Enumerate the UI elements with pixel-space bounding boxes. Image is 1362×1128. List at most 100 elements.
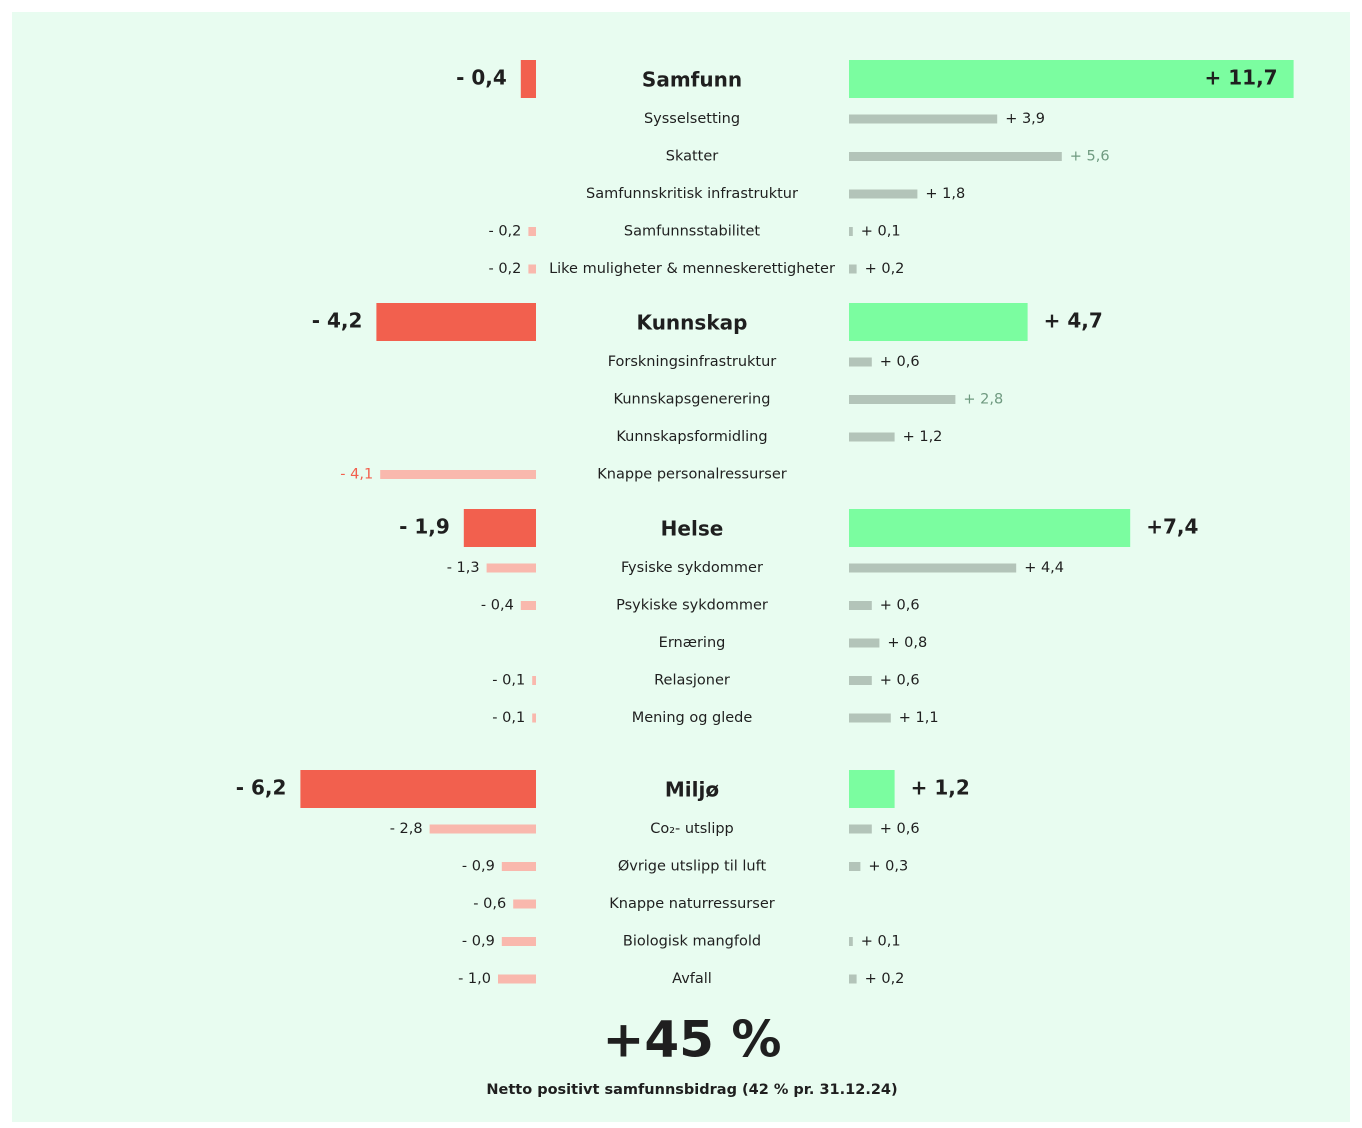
negative-label: - 0,9 — [462, 934, 495, 950]
negative-bar — [300, 770, 536, 808]
negative-label: - 1,0 — [458, 971, 491, 987]
negative-label: - 0,1 — [492, 710, 525, 726]
negative-bar — [486, 563, 536, 573]
positive-bar — [849, 638, 880, 648]
negative-label: - 1,9 — [399, 515, 450, 539]
item-label: Øvrige utslipp til luft — [618, 859, 767, 875]
item-label: Mening og glede — [632, 710, 753, 726]
negative-label: - 0,2 — [488, 224, 521, 240]
positive-bar — [849, 937, 853, 946]
positive-label: + 2,8 — [963, 392, 1003, 408]
group-label: Samfunn — [642, 68, 742, 92]
negative-label: - 0,6 — [473, 896, 506, 912]
positive-bar — [849, 264, 857, 274]
negative-bar — [520, 601, 536, 610]
item-label: Skatter — [666, 149, 719, 165]
positive-bar — [849, 770, 895, 808]
negative-label: - 0,4 — [456, 66, 507, 90]
item-label: Avfall — [672, 971, 712, 987]
item-label: Knappe personalressurser — [597, 467, 786, 483]
item-label: Knappe naturressurser — [609, 896, 774, 912]
positive-label: + 0,3 — [868, 859, 908, 875]
negative-label: - 0,1 — [492, 673, 525, 689]
item-label: Relasjoner — [654, 673, 730, 689]
positive-label: + 1,2 — [911, 776, 970, 800]
negative-label: - 4,2 — [312, 309, 363, 333]
positive-label: + 0,8 — [887, 635, 927, 651]
positive-label: + 0,1 — [861, 224, 901, 240]
positive-bar — [849, 676, 872, 685]
positive-label: + 1,8 — [925, 186, 965, 202]
positive-label: + 0,6 — [880, 821, 920, 837]
negative-bar — [528, 264, 536, 274]
negative-bar — [429, 824, 536, 834]
positive-label: + 0,6 — [880, 354, 920, 370]
positive-label: + 0,1 — [861, 934, 901, 950]
item-label: Kunnskapsgenerering — [614, 392, 771, 408]
negative-bar — [463, 509, 536, 547]
positive-bar — [849, 114, 998, 124]
negative-label: - 0,4 — [481, 598, 514, 614]
group-label: Helse — [661, 517, 724, 541]
positive-bar — [849, 152, 1062, 161]
positive-bar — [849, 713, 891, 723]
positive-bar — [849, 60, 1294, 98]
positive-label: + 11,7 — [1205, 66, 1278, 90]
negative-label: - 2,8 — [390, 821, 423, 837]
positive-bar — [849, 303, 1028, 341]
positive-label: + 3,9 — [1005, 111, 1045, 127]
positive-label: + 0,2 — [865, 971, 905, 987]
positive-label: + 4,4 — [1024, 560, 1064, 576]
negative-bar — [501, 862, 536, 871]
negative-label: - 0,9 — [462, 859, 495, 875]
positive-bar — [849, 974, 857, 984]
positive-label: + 1,2 — [903, 429, 943, 445]
positive-label: + 0,6 — [880, 598, 920, 614]
panel — [12, 12, 1350, 1122]
item-label: Psykiske sykdommer — [616, 598, 768, 614]
item-label: Forskningsinfrastruktur — [608, 354, 777, 370]
negative-label: - 4,1 — [340, 467, 373, 483]
negative-label: - 1,3 — [447, 560, 480, 576]
item-label: Fysiske sykdommer — [621, 560, 763, 576]
item-label: Biologisk mangfold — [623, 934, 761, 950]
positive-bar — [849, 601, 872, 610]
negative-bar — [528, 227, 536, 236]
item-label: Like muligheter & menneskerettigheter — [549, 261, 835, 277]
positive-bar — [849, 189, 918, 199]
positive-label: + 5,6 — [1070, 149, 1110, 165]
item-label: Sysselsetting — [644, 111, 740, 127]
positive-bar — [849, 432, 895, 442]
positive-bar — [849, 862, 861, 871]
positive-label: +7,4 — [1146, 515, 1198, 539]
group-label: Kunnskap — [637, 311, 748, 335]
item-label: Co₂- utslipp — [650, 821, 734, 837]
positive-bar — [849, 824, 872, 834]
negative-label: - 6,2 — [236, 776, 287, 800]
item-label: Samfunnsstabilitet — [624, 224, 760, 240]
negative-bar — [498, 974, 536, 984]
headline: +45 % — [603, 1011, 782, 1069]
positive-label: + 0,6 — [880, 673, 920, 689]
caption: Netto positivt samfunnsbidrag (42 % pr. … — [486, 1082, 897, 1098]
positive-label: + 4,7 — [1044, 309, 1103, 333]
positive-bar — [849, 509, 1131, 547]
positive-bar — [849, 357, 872, 367]
item-label: Kunnskapsformidling — [616, 429, 767, 445]
negative-bar — [520, 60, 536, 98]
positive-bar — [849, 563, 1017, 573]
item-label: Samfunnskritisk infrastruktur — [586, 186, 798, 202]
negative-bar — [376, 303, 536, 341]
negative-label: - 0,2 — [488, 261, 521, 277]
positive-bar — [849, 227, 853, 236]
negative-bar — [532, 713, 536, 723]
negative-bar — [501, 937, 536, 946]
positive-label: + 0,2 — [865, 261, 905, 277]
negative-bar — [380, 470, 536, 479]
positive-bar — [849, 395, 956, 404]
negative-bar — [532, 676, 536, 685]
item-label: Ernæring — [659, 635, 726, 651]
positive-label: + 1,1 — [899, 710, 939, 726]
